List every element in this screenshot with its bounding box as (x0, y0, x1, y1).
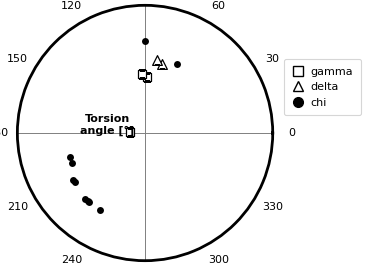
Point (174, 61, 181, 66)
Point (86, 200, 92, 205)
Point (139, 72, 145, 77)
Point (159, 61, 165, 66)
Legend: gamma, delta, chi: gamma, delta, chi (284, 59, 361, 115)
Point (142, 39, 148, 43)
Point (144, 75, 150, 79)
Point (97, 208, 103, 213)
Text: Torsion
angle [°]: Torsion angle [°] (80, 114, 135, 136)
Point (127, 130, 133, 135)
Point (72, 180, 78, 184)
Point (82, 197, 88, 202)
Point (69, 160, 75, 165)
Point (84, 199, 91, 203)
Point (67, 155, 73, 160)
Point (154, 58, 160, 62)
Point (70, 177, 76, 182)
